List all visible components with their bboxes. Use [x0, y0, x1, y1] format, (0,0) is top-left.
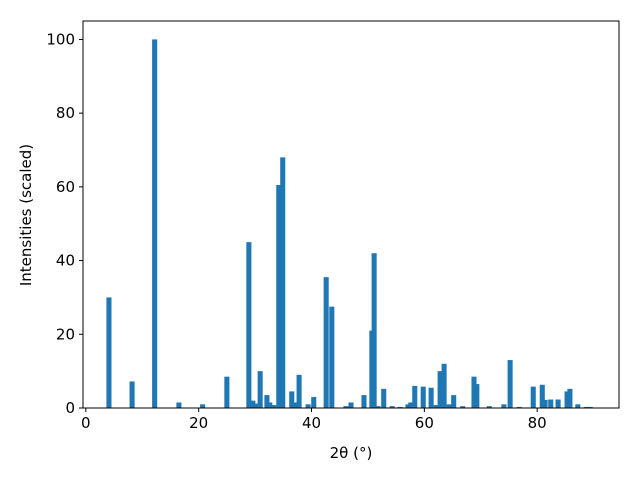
- x-tick-label: 20: [189, 414, 208, 432]
- bar: [361, 395, 367, 408]
- bar: [264, 395, 270, 408]
- bar: [446, 404, 452, 408]
- bar: [460, 406, 466, 408]
- axes-frame: [82, 20, 620, 409]
- bar: [412, 385, 418, 408]
- bar: [437, 371, 443, 408]
- x-axis-label: 2θ (°): [330, 444, 373, 462]
- bar: [329, 306, 335, 408]
- bar: [389, 406, 395, 408]
- bar: [441, 363, 447, 408]
- bar: [575, 404, 581, 408]
- bar: [106, 297, 112, 408]
- bar: [246, 242, 252, 408]
- bar: [293, 402, 299, 408]
- bar: [276, 185, 282, 408]
- bar: [305, 404, 311, 408]
- bar: [152, 39, 158, 409]
- bar: [583, 406, 589, 408]
- bar: [548, 399, 554, 408]
- bar: [323, 277, 329, 408]
- bar: [501, 404, 507, 408]
- y-tick-label: 100: [46, 30, 75, 48]
- bar: [567, 388, 573, 408]
- bar: [408, 402, 414, 408]
- bar: [397, 406, 403, 408]
- bar: [224, 376, 230, 408]
- bar: [343, 406, 349, 408]
- bar: [296, 374, 302, 408]
- bar: [530, 386, 536, 408]
- bar: [474, 384, 480, 408]
- bar: [433, 405, 439, 408]
- x-tick-label: 40: [302, 414, 321, 432]
- x-tick-label: 0: [81, 414, 91, 432]
- bar: [176, 402, 182, 408]
- bar: [371, 253, 377, 408]
- bar: [516, 406, 522, 408]
- bar: [311, 396, 317, 408]
- bar: [267, 402, 273, 408]
- bar: [250, 400, 256, 408]
- y-tick-label: 80: [56, 104, 75, 122]
- bar: [428, 387, 434, 408]
- bar: [257, 371, 263, 408]
- bar: [587, 406, 593, 408]
- bar: [381, 388, 387, 408]
- bar: [405, 404, 411, 408]
- x-tick-label: 80: [528, 414, 547, 432]
- bar: [348, 402, 354, 408]
- bar: [542, 399, 548, 408]
- bar: [420, 386, 426, 408]
- bar: [564, 391, 570, 408]
- y-tick-label: 0: [65, 399, 75, 417]
- y-axis-label: Intensities (scaled): [17, 144, 35, 286]
- bar: [486, 406, 492, 408]
- y-tick-label: 60: [56, 178, 75, 196]
- bar: [375, 406, 381, 408]
- bar: [539, 384, 545, 408]
- bar: [471, 376, 477, 408]
- bar: [555, 399, 561, 408]
- bar: [129, 381, 135, 408]
- bar: [200, 404, 206, 408]
- bar: [289, 391, 295, 408]
- bar: [280, 157, 286, 408]
- y-tick-label: 40: [56, 252, 75, 270]
- bar: [451, 395, 457, 408]
- y-tick-label: 20: [56, 325, 75, 343]
- bar: [253, 403, 259, 408]
- x-tick-label: 60: [415, 414, 434, 432]
- bar: [507, 360, 513, 408]
- bar: [271, 405, 277, 408]
